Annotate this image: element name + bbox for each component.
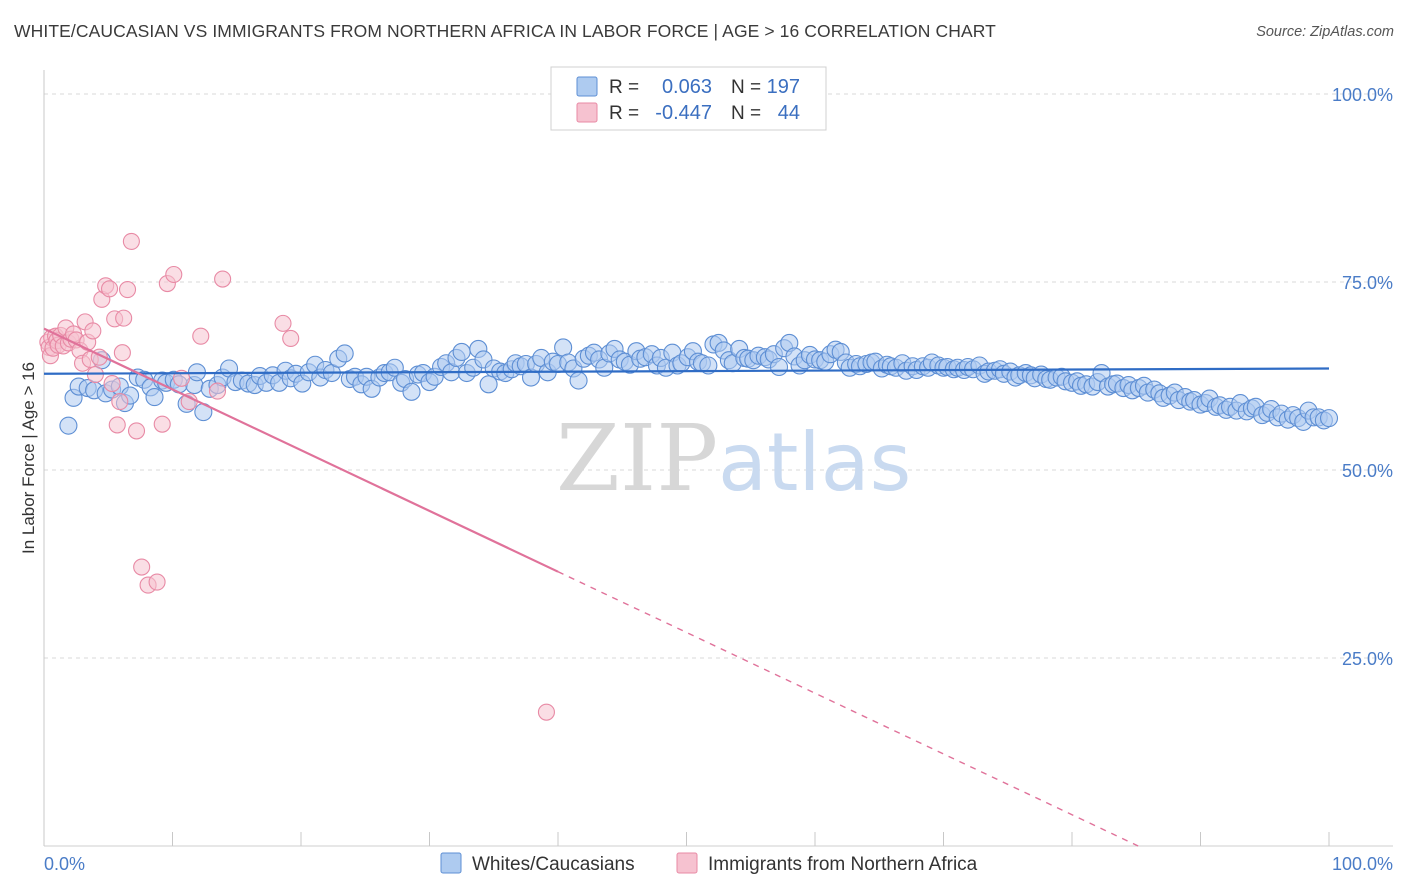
x-ticks (43, 70, 1330, 846)
point-immigrants-29 (111, 393, 129, 411)
series-immigrants-points (39, 232, 555, 721)
watermark-atlas: atlas (718, 416, 911, 509)
point-immigrants-34 (127, 422, 146, 440)
point-immigrants-30 (113, 344, 131, 362)
point-immigrants-26 (103, 374, 121, 393)
legend-r-label-2: R = (609, 103, 639, 124)
point-whites-0 (59, 416, 78, 435)
y-tick-label-25: 25.0% (1342, 649, 1393, 669)
x-tick-label-max: 100.0% (1332, 854, 1393, 874)
point-immigrants-33 (122, 232, 140, 250)
point-whites-113 (699, 356, 718, 375)
watermark-zip: ZIP (556, 405, 718, 512)
point-immigrants-48 (537, 703, 555, 721)
point-whites-88 (569, 371, 588, 390)
point-immigrants-37 (148, 573, 166, 591)
trend-line-immigrants-dashed (557, 571, 1139, 847)
legend: R = 0.063 N = 197 R = -0.447 N = 44 (550, 66, 827, 131)
point-immigrants-46 (274, 314, 292, 332)
point-immigrants-42 (180, 393, 198, 411)
point-immigrants-45 (214, 270, 232, 288)
bottom-legend: Whites/Caucasians Immigrants from Northe… (440, 852, 978, 875)
point-immigrants-31 (115, 309, 133, 327)
point-immigrants-43 (192, 327, 210, 345)
point-immigrants-44 (208, 382, 227, 400)
legend-r-label-1: R = (609, 77, 639, 98)
y-axis-title: In Labor Force | Age > 16 (19, 362, 38, 554)
trend-line-whites (43, 367, 1330, 375)
y-tick-label-100: 100.0% (1332, 85, 1393, 105)
bottom-legend-label-immigrants: Immigrants from Northern Africa (708, 854, 978, 875)
x-tick-label-min: 0.0% (44, 854, 85, 874)
point-whites-14 (145, 388, 164, 407)
point-immigrants-20 (84, 322, 102, 340)
point-immigrants-35 (133, 558, 151, 576)
point-whites-127 (769, 357, 789, 377)
point-immigrants-47 (282, 329, 300, 347)
y-tick-label-50: 50.0% (1342, 461, 1393, 481)
bottom-legend-label-whites: Whites/Caucasians (472, 854, 635, 875)
legend-r-value-1: 0.063 (662, 76, 712, 98)
series-whites-points (59, 333, 1339, 435)
trend-line-immigrants-solid (43, 327, 559, 573)
point-immigrants-32 (118, 280, 137, 299)
point-immigrants-40 (165, 265, 183, 284)
legend-n-value-2: 44 (778, 102, 800, 124)
watermark: ZIP atlas (556, 405, 911, 512)
bottom-legend-swatch-immigrants (676, 852, 698, 874)
source-label: Source: ZipAtlas.com (1256, 24, 1394, 40)
chart-title: WHITE/CAUCASIAN VS IMMIGRANTS FROM NORTH… (14, 21, 996, 41)
point-whites-66 (452, 342, 471, 362)
x-tick-labels: 0.0% 100.0% (44, 854, 1393, 874)
y-tick-labels: 25.0% 50.0% 75.0% 100.0% (1332, 85, 1393, 669)
legend-r-value-2: -0.447 (655, 102, 712, 124)
legend-n-label-1: N = (731, 77, 761, 98)
bottom-legend-swatch-whites (440, 852, 462, 874)
point-whites-57 (402, 382, 421, 401)
legend-n-value-1: 197 (767, 76, 800, 98)
legend-swatch-immigrants (576, 102, 598, 123)
y-tick-label-75: 75.0% (1342, 273, 1393, 293)
trend-lines (43, 327, 1330, 847)
legend-swatch-whites (576, 76, 598, 97)
legend-n-label-2: N = (731, 103, 761, 124)
point-immigrants-25 (100, 280, 119, 298)
point-immigrants-38 (153, 415, 171, 433)
point-whites-234 (1319, 409, 1339, 428)
point-immigrants-28 (108, 416, 126, 434)
point-whites-85 (554, 338, 573, 357)
point-whites-45 (335, 344, 354, 363)
